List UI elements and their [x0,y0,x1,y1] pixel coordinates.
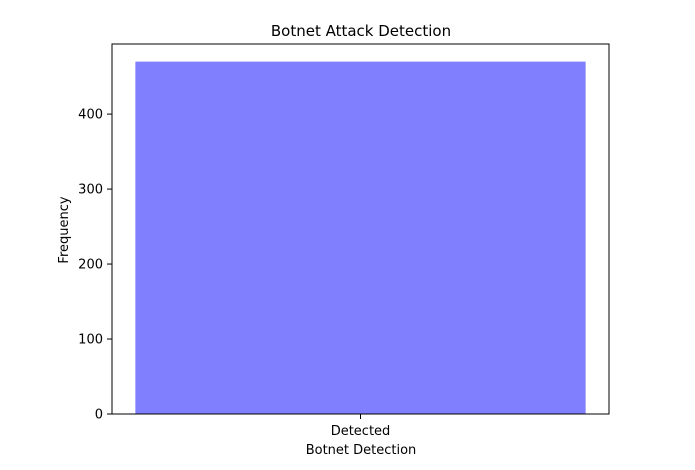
y-tick-label: 400 [78,108,103,123]
y-axis: 0 100 200 300 400 [78,108,112,423]
bars-group [135,61,586,414]
x-tick-label: Detected [331,424,391,439]
y-tick-label: 0 [95,408,103,423]
x-axis: Detected [331,414,391,439]
y-tick-label: 300 [78,183,103,198]
chart-title: Botnet Attack Detection [271,22,451,40]
y-tick-label: 200 [78,258,103,273]
bar-detected [135,61,586,414]
y-tick-label: 100 [78,333,103,348]
x-axis-label: Botnet Detection [306,443,417,458]
y-axis-label: Frequency [57,196,72,263]
